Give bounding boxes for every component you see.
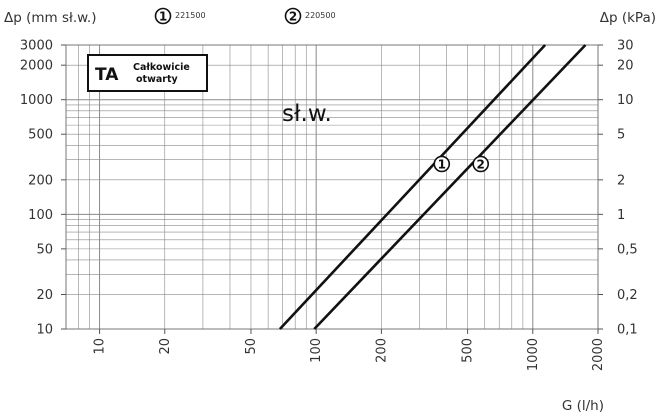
x-tick-label: 50 (244, 338, 259, 355)
legend-marker-circle-2 (284, 7, 302, 25)
y-tick-label-left: 10 (36, 323, 53, 338)
info-box-line-2: otwarty (136, 74, 178, 85)
y-tick-label-left: 2000 (20, 59, 53, 74)
legend: 1 221500 2 220500 (154, 7, 336, 25)
legend-item-2: 2 220500 (284, 7, 336, 25)
legend-marker-1: 1 (159, 10, 167, 24)
series-marker-circle-1 (433, 155, 451, 173)
y-tick-label-right: 20 (617, 59, 634, 74)
info-box-frame (87, 54, 208, 92)
y-tick-label-right: 0,2 (617, 288, 638, 303)
right-axis-title: Δp (kPa) (600, 10, 656, 26)
y-tick-label-right: 0,5 (617, 242, 638, 257)
y-tick-label-left: 1000 (20, 93, 53, 108)
y-tick-label-right: 5 (617, 128, 625, 143)
series-line-2 (313, 44, 587, 330)
units-annotation: sł.w. (282, 101, 332, 127)
series-marker-circle-2 (472, 155, 490, 173)
y-tick-label-right: 0,1 (617, 323, 638, 338)
x-tick-label: 2000 (591, 338, 606, 371)
legend-code-2: 220500 (305, 11, 336, 20)
x-axis-title: G (l/h) (562, 398, 604, 414)
y-tick-label-left: 20 (36, 288, 53, 303)
x-tick-label: 500 (461, 338, 476, 363)
plot-frame (65, 44, 599, 330)
y-tick-label-right: 30 (617, 39, 634, 54)
legend-item-1: 1 221500 (154, 7, 206, 25)
y-tick-label-right: 1 (617, 208, 625, 223)
y-tick-label-left: 100 (28, 208, 53, 223)
x-tick-label: 20 (158, 338, 173, 355)
x-tick-label: 100 (309, 338, 324, 363)
series-marker-label-2: 2 (477, 157, 485, 171)
y-tick-label-left: 3000 (20, 39, 53, 54)
legend-code-1: 221500 (175, 11, 206, 20)
info-box-line-1: Całkowicie (133, 62, 190, 73)
info-box-label: TA (95, 65, 119, 85)
y-tick-label-right: 2 (617, 173, 625, 188)
y-tick-label-left: 500 (28, 128, 53, 143)
x-tick-label: 200 (374, 338, 389, 363)
series-line-1 (278, 44, 547, 330)
x-tick-label: 10 (93, 338, 108, 355)
x-tick-label: 1000 (526, 338, 541, 371)
legend-marker-circle-1 (154, 7, 172, 25)
axis-ticks: 10 20 50 100 200 500 1000 200010205010020050010… (20, 39, 638, 372)
left-axis-title: Δp (mm sł.w.) (4, 10, 96, 26)
legend-marker-2: 2 (289, 10, 297, 24)
y-tick-label-left: 50 (36, 242, 53, 257)
series-marker-label-1: 1 (438, 157, 446, 171)
info-box: TA Całkowicie otwarty (87, 54, 208, 92)
y-tick-label-left: 200 (28, 173, 53, 188)
y-tick-label-right: 10 (617, 93, 634, 108)
